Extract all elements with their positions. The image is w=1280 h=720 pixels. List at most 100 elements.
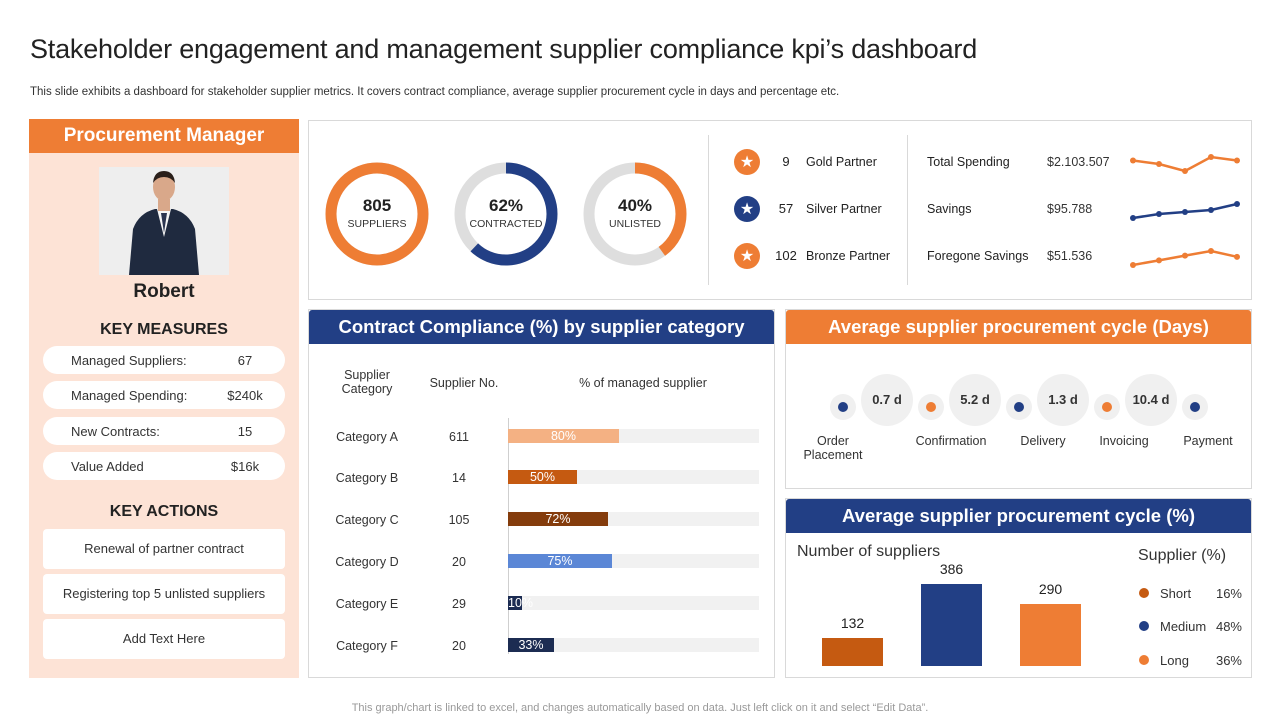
donut-chart-icon	[454, 162, 558, 266]
cycle-value-bubble: 5.2 d	[949, 374, 1001, 426]
spend-value: $95.788	[1047, 202, 1093, 216]
legend-item: Long 36%	[1138, 652, 1242, 670]
star-icon: ★	[734, 243, 760, 269]
sparkline-total-spending	[1130, 154, 1240, 174]
bar-track: 80%	[508, 429, 759, 443]
measure-label: Managed Suppliers:	[71, 353, 187, 368]
supplier-bar	[921, 584, 982, 666]
donut-label: CONTRACTED	[469, 218, 543, 230]
donut-chart-icon	[325, 162, 429, 266]
donut-value: 62%	[488, 196, 524, 215]
measure-value: 67	[237, 353, 253, 368]
measure-label: New Contracts:	[71, 424, 160, 439]
legend-name: Medium	[1160, 619, 1207, 634]
action-register-suppliers[interactable]: Registering top 5 unlisted suppliers	[43, 574, 285, 614]
compliance-bar	[508, 638, 554, 652]
legend-dot-icon	[1139, 621, 1149, 631]
donut-label: SUPPLIERS	[347, 218, 407, 230]
stage-label: Order Placement	[803, 434, 863, 462]
chart-axis	[508, 418, 509, 654]
bar-track: 10%	[508, 596, 759, 610]
category-label: Category A	[336, 430, 398, 444]
partner-label: Gold Partner	[806, 155, 877, 169]
category-label: Category C	[335, 513, 399, 527]
sparkline-foregone-savings	[1130, 248, 1240, 268]
stage-dot-confirmation	[918, 394, 944, 420]
legend-percent: 36%	[1215, 653, 1242, 668]
stage-label: Confirmation	[915, 434, 987, 448]
compliance-row: Category C 105 72%	[309, 505, 776, 533]
category-label: Category F	[336, 639, 398, 653]
cycle-percent-header: Average supplier procurement cycle (%)	[786, 499, 1251, 533]
bar-track: 33%	[508, 638, 759, 652]
avatar	[99, 167, 229, 275]
supplier-number: 105	[448, 513, 470, 527]
spend-label: Savings	[927, 202, 972, 216]
donut-contracted: 62% CONTRACTED	[453, 161, 559, 267]
bar-track: 50%	[508, 470, 759, 484]
legend-dot-icon	[1139, 588, 1149, 598]
compliance-row: Category F 20 33%	[309, 631, 776, 659]
bar-track: 75%	[508, 554, 759, 568]
supplier-bar-value: 290	[1038, 581, 1063, 597]
legend-title: Supplier (%)	[1138, 547, 1227, 564]
category-label: Category D	[335, 555, 399, 569]
col-supplier-category: Supplier Category	[341, 368, 393, 396]
page-title: Stakeholder engagement and management su…	[30, 34, 978, 64]
cycle-value-bubble: 10.4 d	[1125, 374, 1177, 426]
supplier-bar-value: 386	[939, 561, 964, 577]
stage-dot-order-placement	[830, 394, 856, 420]
chart-title: Number of suppliers	[797, 543, 941, 560]
measure-value-added: Value Added $16k	[43, 452, 285, 480]
col-percent-managed: % of managed supplier	[579, 376, 707, 390]
stage-dot-payment	[1182, 394, 1208, 420]
legend-percent: 48%	[1215, 619, 1242, 634]
compliance-bar	[508, 470, 577, 484]
measure-managed-spending: Managed Spending: $240k	[43, 381, 285, 409]
cycle-value-bubble: 0.7 d	[861, 374, 913, 426]
supplier-number: 20	[452, 639, 466, 653]
supplier-number: 14	[452, 471, 466, 485]
legend-percent: 16%	[1215, 586, 1242, 601]
compliance-row: Category D 20 75%	[309, 547, 776, 575]
procurement-manager-panel: Procurement Manager Robert KEY MEASURES …	[29, 119, 299, 678]
footer-note: This graph/chart is linked to excel, and…	[351, 702, 929, 714]
stage-label: Invoicing	[1099, 434, 1149, 448]
compliance-bar	[508, 554, 612, 568]
legend-item: Medium 48%	[1138, 618, 1242, 636]
action-add-text[interactable]: Add Text Here	[43, 619, 285, 659]
legend-name: Short	[1160, 586, 1192, 601]
partner-count: 9	[782, 154, 790, 169]
contract-compliance-panel: Contract Compliance (%) by supplier cate…	[308, 309, 775, 678]
star-icon: ★	[734, 196, 760, 222]
cycle-days-panel: Average supplier procurement cycle (Days…	[785, 309, 1252, 489]
action-renewal-contract[interactable]: Renewal of partner contract	[43, 529, 285, 569]
partner-label: Bronze Partner	[806, 249, 891, 263]
donut-value: 40%	[617, 196, 653, 215]
spend-label: Total Spending	[927, 155, 1010, 169]
legend-dot-icon	[1139, 655, 1149, 665]
procurement-manager-header: Procurement Manager	[29, 119, 299, 153]
divider	[907, 135, 908, 285]
measure-new-contracts: New Contracts: 15	[43, 417, 285, 445]
compliance-row: Category E 29 10%	[309, 589, 776, 617]
stage-dot-delivery	[1006, 394, 1032, 420]
supplier-number: 29	[452, 597, 466, 611]
category-label: Category E	[335, 597, 399, 611]
cycle-value-bubble: 1.3 d	[1037, 374, 1089, 426]
category-label: Category B	[335, 471, 399, 485]
kpi-summary-panel: 805 SUPPLIERS 62% CONTRACTED 40% UNLISTE…	[308, 120, 1252, 300]
compliance-bar-label: 10%	[508, 596, 534, 610]
partner-label: Silver Partner	[806, 202, 882, 216]
star-icon: ★	[734, 149, 760, 175]
page-subtitle: This slide exhibits a dashboard for stak…	[30, 86, 840, 98]
legend-item: Short 16%	[1138, 585, 1242, 603]
measure-label: Managed Spending:	[71, 388, 188, 403]
measure-value: $16k	[230, 459, 260, 474]
measure-value: 15	[237, 424, 253, 439]
compliance-bar	[508, 512, 608, 526]
compliance-bar	[508, 596, 522, 610]
stage-label: Payment	[1183, 434, 1233, 448]
compliance-bar-label: 72%	[545, 512, 571, 526]
supplier-bar-value: 132	[840, 615, 865, 631]
